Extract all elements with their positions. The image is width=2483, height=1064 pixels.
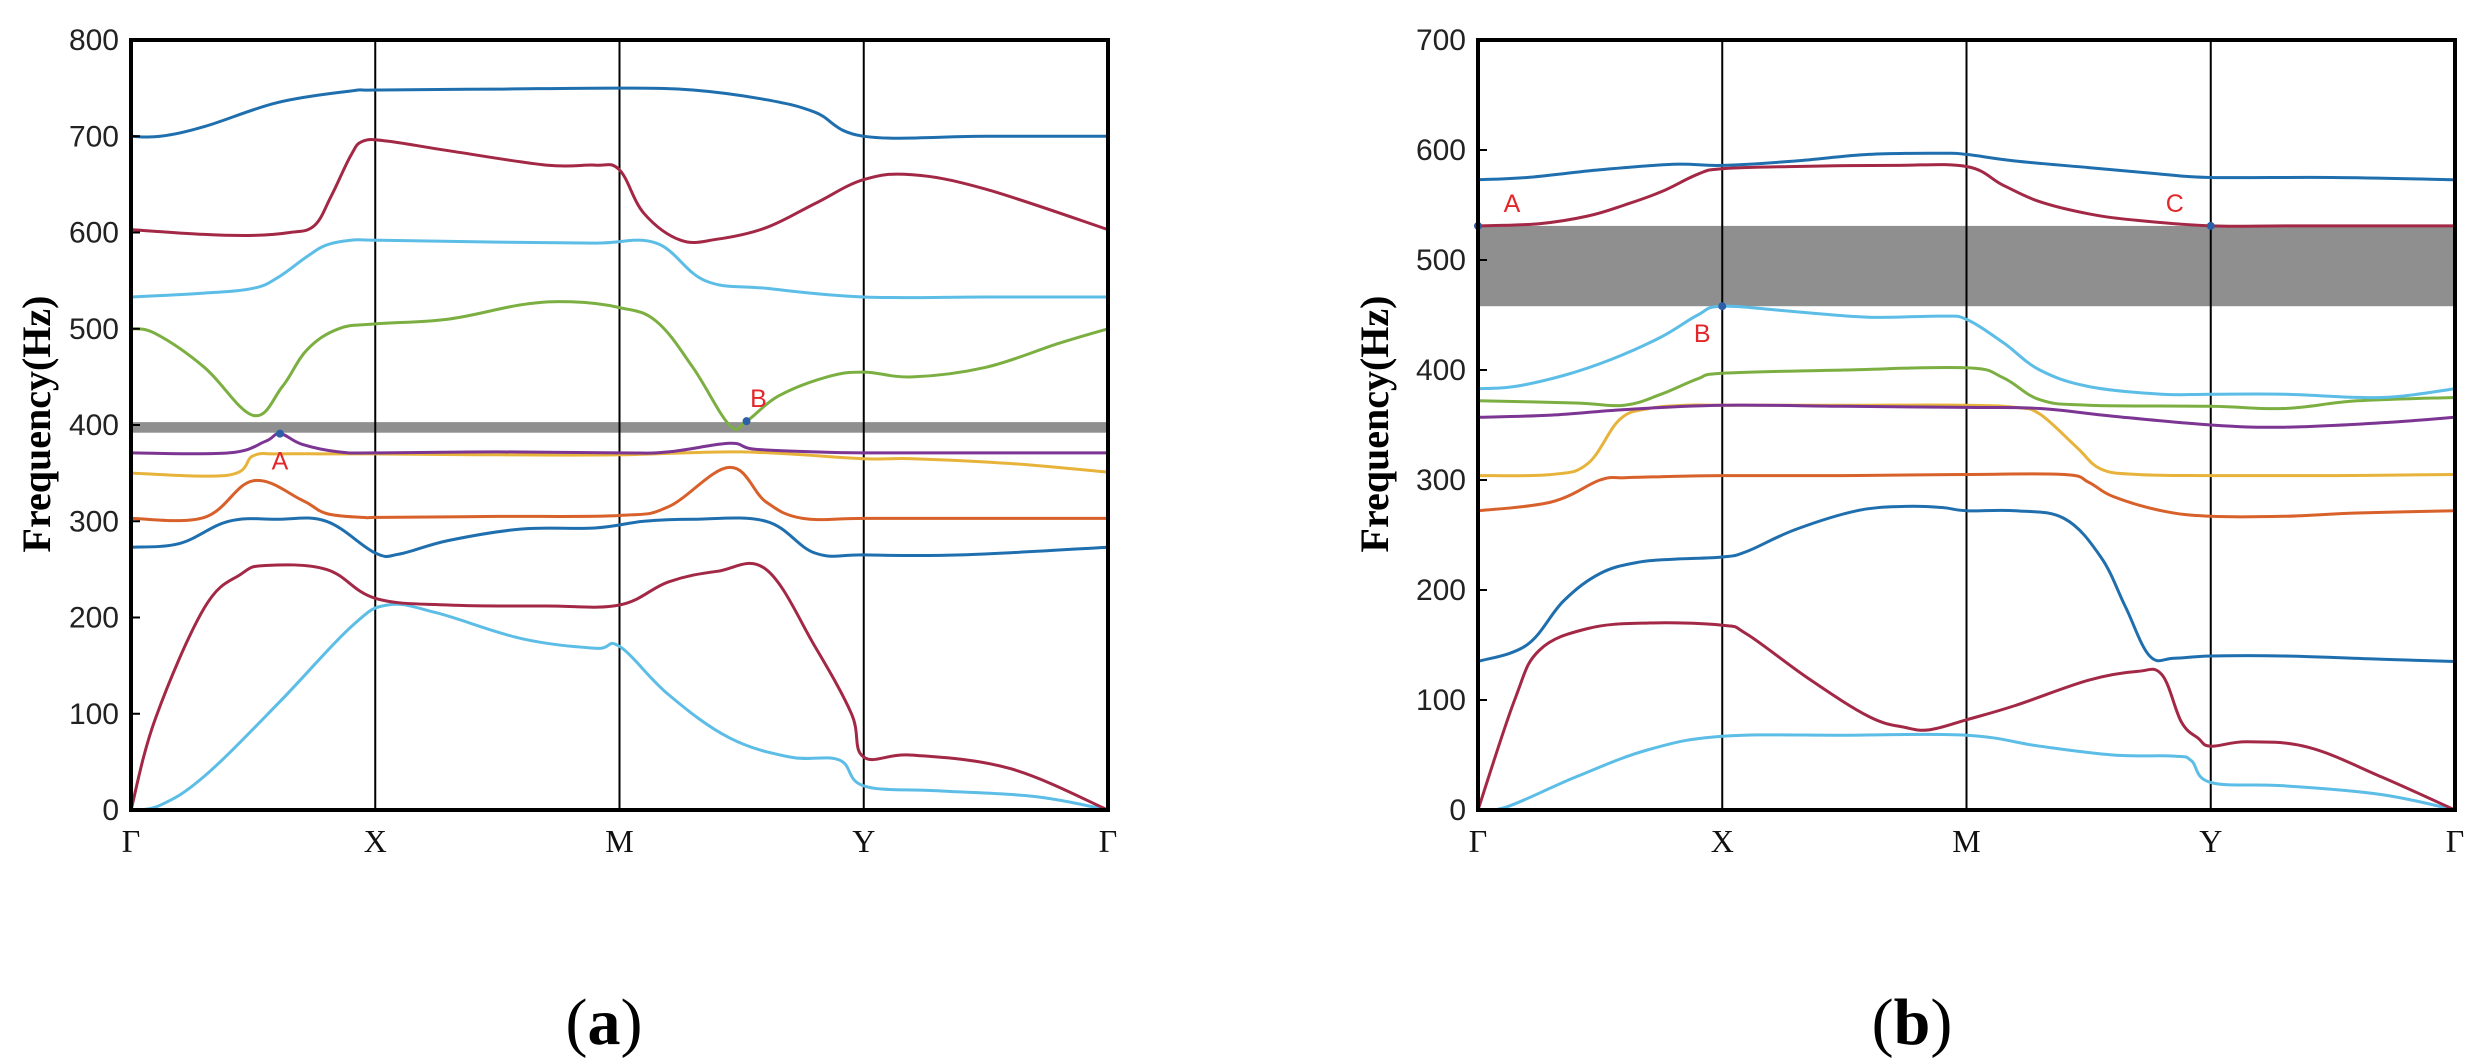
series-line-8	[129, 238, 1110, 300]
y-tick-label: 500	[1416, 244, 1466, 277]
annotation-point-b	[742, 417, 751, 426]
annotation-label-b: B	[750, 385, 767, 413]
series-line-4	[129, 465, 1110, 523]
series-line-6	[1476, 403, 2457, 429]
x-tick-label: Γ	[1469, 823, 1488, 859]
caption-b: (b)	[1872, 986, 1953, 1059]
series-line-10	[129, 86, 1110, 140]
y-tick-label: 500	[69, 313, 119, 346]
y-axis-label-a: Frequency(Hz)	[14, 296, 59, 553]
series-line-10	[1476, 151, 2457, 182]
series-line-9	[129, 137, 1110, 245]
series-line-7	[1476, 365, 2457, 411]
y-tick-label: 300	[69, 505, 119, 538]
annotation-point-a	[275, 429, 284, 438]
y-tick-label: 800	[69, 24, 119, 57]
y-tick-label: 700	[1416, 24, 1466, 57]
annotation-point-b	[1718, 302, 1727, 311]
x-tick-label: Γ	[122, 823, 141, 859]
y-tick-label: 200	[69, 602, 119, 635]
y-tick-label: 600	[69, 217, 119, 250]
x-tick-label: X	[364, 823, 387, 859]
series-line-7	[129, 300, 1110, 431]
x-tick-label: M	[1952, 823, 1980, 859]
caption-a: (a)	[566, 986, 643, 1059]
series-line-4	[1476, 472, 2457, 519]
series-line-2	[129, 561, 1110, 812]
y-tick-label: 600	[1416, 134, 1466, 167]
annotation-label-c: C	[2166, 190, 2184, 218]
y-tick-label: 300	[1416, 464, 1466, 497]
annotation-label-a: A	[272, 448, 289, 476]
x-tick-label: X	[1711, 823, 1734, 859]
annotation-label-b: B	[1694, 320, 1711, 348]
series-line-5	[129, 450, 1110, 478]
y-axis-label-b: Frequency(Hz)	[1352, 296, 1397, 553]
y-tick-label: 200	[1416, 574, 1466, 607]
y-tick-label: 100	[1416, 684, 1466, 717]
x-tick-label: Γ	[1099, 823, 1118, 859]
annotation-label-a: A	[1504, 190, 1521, 218]
series-line-9	[1476, 163, 2457, 228]
series-line-1	[1476, 732, 2457, 812]
annotation-point-c	[2206, 221, 2215, 230]
y-tick-label: 100	[69, 698, 119, 731]
x-tick-label: Y	[852, 823, 875, 859]
y-tick-label: 400	[1416, 354, 1466, 387]
x-tick-label: Y	[2199, 823, 2222, 859]
x-tick-label: Γ	[2446, 823, 2465, 859]
series-line-8	[1476, 304, 2457, 400]
series-line-6	[129, 432, 1110, 456]
series-line-1	[129, 602, 1110, 812]
y-tick-label: 0	[102, 794, 119, 827]
plot-frame	[1476, 38, 2457, 812]
y-tick-label: 700	[69, 120, 119, 153]
series-line-2	[1476, 621, 2457, 812]
chart-a: Frequency(Hz) (a) A B 0 100 200 300 400 500 600 7…	[14, 24, 1117, 1059]
x-tick-label: M	[605, 823, 633, 859]
chart-b: Frequency(Hz) (b) A B C 0 100 200 300 400 500 600…	[1352, 24, 2464, 1059]
series-line-5	[1476, 403, 2457, 478]
series-line-3	[129, 516, 1110, 559]
y-tick-label: 0	[1449, 794, 1466, 827]
y-tick-label: 400	[69, 409, 119, 442]
series-line-3	[1476, 504, 2457, 663]
